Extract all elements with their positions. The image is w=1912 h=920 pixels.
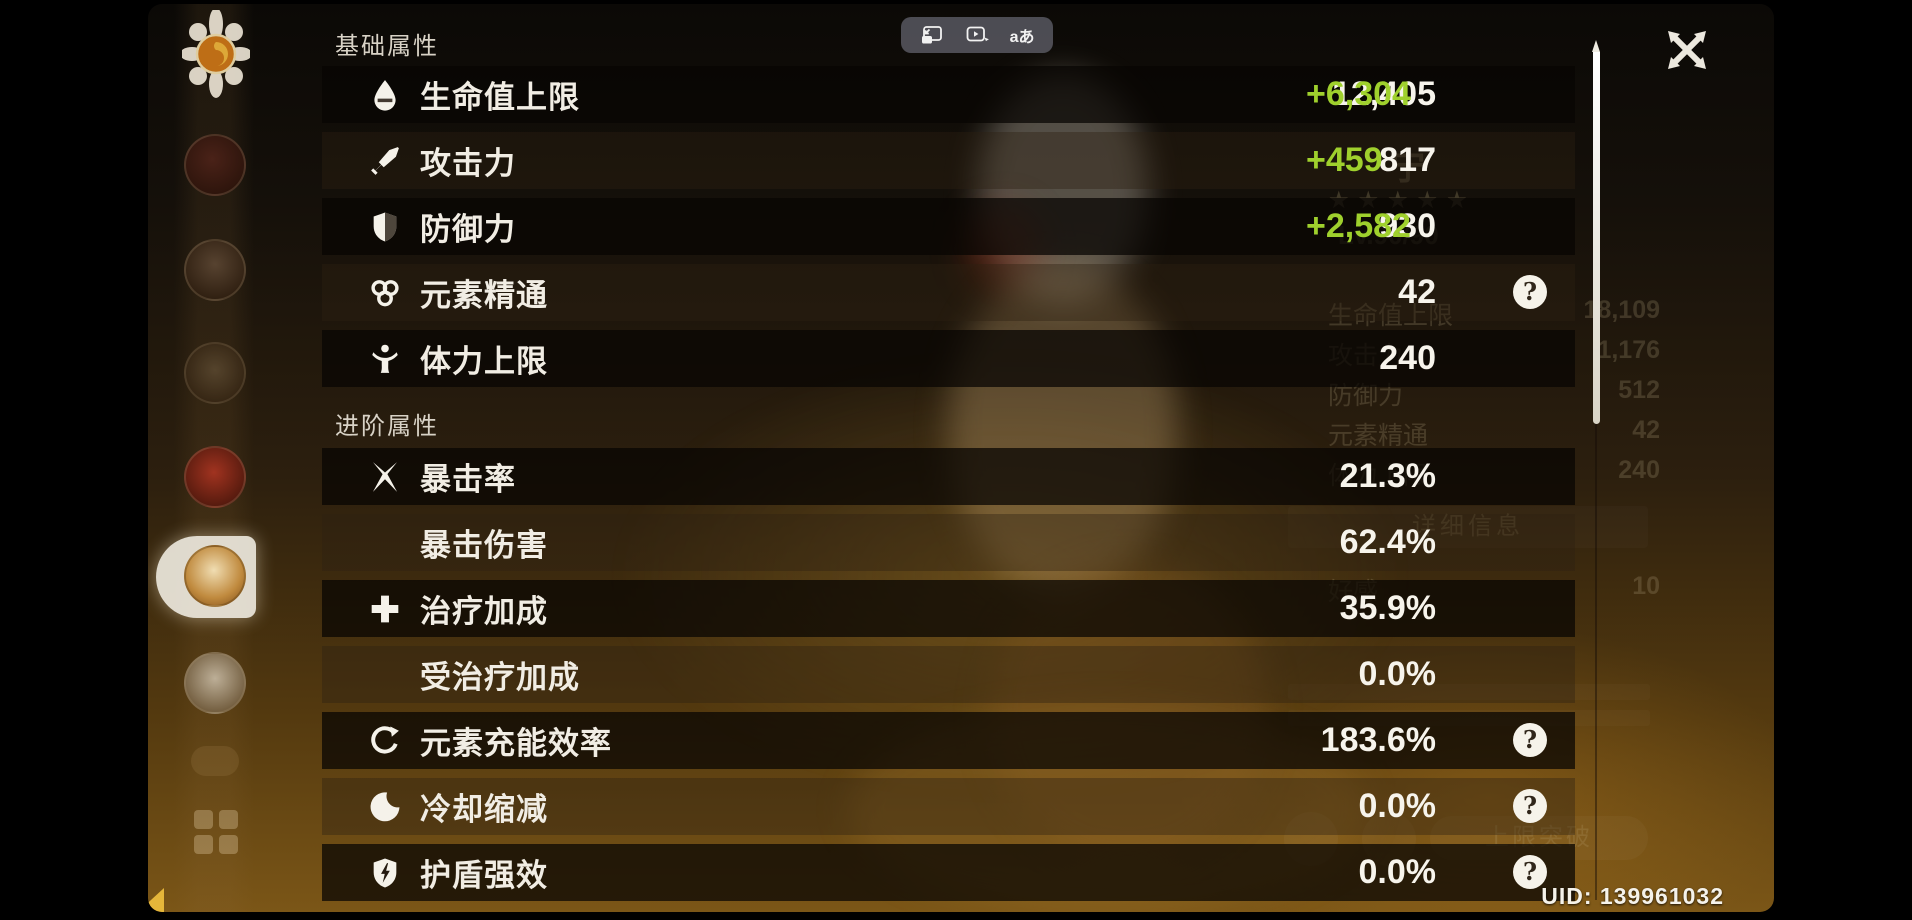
energy-recharge-icon — [368, 724, 402, 758]
stat-row-incoming-healing: 受治疗加成 0.0% — [322, 646, 1575, 703]
stat-bonus: +6,304 — [1306, 75, 1411, 113]
crit-rate-icon — [368, 460, 402, 494]
stat-row-max-stamina: 体力上限 240 — [322, 330, 1575, 387]
shield-strength-icon — [368, 856, 402, 890]
sidebar-character-avatar-2[interactable] — [184, 239, 246, 301]
party-grid-icon[interactable] — [194, 810, 238, 854]
stat-value: 183.6% — [1320, 721, 1436, 759]
stat-value: 0.0% — [1358, 853, 1437, 891]
section-title-basic: 基础属性 — [335, 33, 439, 60]
stat-row-max-hp: 生命值上限 12,405 +6,304 — [322, 66, 1575, 123]
stat-value: 0.0% — [1358, 787, 1437, 825]
stat-value: 12,405 — [1332, 75, 1436, 113]
healing-icon — [368, 592, 402, 626]
hp-icon — [368, 78, 402, 112]
stat-value: 817 — [1379, 141, 1436, 179]
stat-row-crit-rate: 暴击率 21.3% — [322, 448, 1575, 505]
bg-character-name: 宁 — [1390, 146, 1427, 187]
picture-in-picture-icon[interactable] — [920, 24, 944, 46]
sidebar-character-avatar-7[interactable] — [191, 746, 239, 776]
video-play-icon[interactable] — [965, 24, 989, 46]
bg-stat-row: 元素精通 42 — [1328, 416, 1660, 450]
stat-value: 35.9% — [1339, 589, 1436, 627]
help-icon[interactable]: ? — [1513, 789, 1547, 823]
stamina-icon — [368, 342, 402, 376]
stat-row-def: 防御力 930 +2,582 — [322, 198, 1575, 255]
stat-bonus: +459 — [1306, 141, 1383, 179]
defense-icon — [368, 210, 402, 244]
stat-value: 42 — [1398, 273, 1436, 311]
sidebar-character-avatar-4[interactable] — [184, 446, 246, 508]
stat-label: 生命值上限 — [420, 80, 580, 115]
section-title-advanced: 进阶属性 — [335, 413, 439, 440]
stat-row-shield-strength: 护盾强效 0.0% ? — [322, 844, 1575, 901]
stat-label: 暴击伤害 — [420, 528, 548, 563]
sidebar-character-avatar-1[interactable] — [184, 134, 246, 196]
scroll-up-arrow[interactable] — [1592, 40, 1600, 52]
attack-icon — [368, 144, 402, 178]
overlay-toolbar: aあ — [901, 17, 1053, 53]
sidebar-character-avatar-3[interactable] — [184, 342, 246, 404]
corner-gold-wedge — [148, 888, 164, 912]
stat-label: 护盾强效 — [420, 858, 548, 893]
party-flower-emblem[interactable] — [180, 8, 252, 98]
stat-row-cd-reduction: 冷却缩减 0.0% ? — [322, 778, 1575, 835]
stat-value: 240 — [1379, 339, 1436, 377]
uid-label: UID: 139961032 — [1541, 883, 1724, 909]
stat-label: 冷却缩减 — [420, 792, 548, 827]
sidebar-character-avatar-selected[interactable] — [184, 545, 246, 607]
stat-row-crit-dmg: 暴击伤害 62.4% — [322, 514, 1575, 571]
stat-value: 62.4% — [1339, 523, 1436, 561]
stat-bonus: +2,582 — [1306, 207, 1411, 245]
help-icon[interactable]: ? — [1513, 855, 1547, 889]
help-icon[interactable]: ? — [1513, 723, 1547, 757]
stat-row-energy-recharge: 元素充能效率 183.6% ? — [322, 712, 1575, 769]
scrollbar-track — [1595, 424, 1597, 900]
elemental-mastery-icon — [368, 276, 402, 310]
character-blur-torso — [948, 264, 1178, 594]
stat-label: 攻击力 — [420, 146, 516, 181]
scrollbar[interactable] — [1592, 40, 1600, 900]
translate-icon[interactable]: aあ — [1009, 29, 1035, 46]
stat-row-atk: 攻击力 817 +459 — [322, 132, 1575, 189]
stat-row-elemental-mastery: 元素精通 42 ? — [322, 264, 1575, 321]
close-icon[interactable] — [1663, 26, 1711, 74]
stat-label: 暴击率 — [420, 462, 516, 497]
stat-value: 21.3% — [1339, 457, 1436, 495]
scrollbar-thumb[interactable] — [1592, 52, 1600, 424]
stat-label: 防御力 — [420, 212, 516, 247]
sidebar-character-avatar-6[interactable] — [184, 652, 246, 714]
help-icon[interactable]: ? — [1513, 275, 1547, 309]
stat-label: 受治疗加成 — [420, 660, 580, 695]
stat-value: 930 — [1379, 207, 1436, 245]
stat-label: 治疗加成 — [420, 594, 548, 629]
cooldown-icon — [368, 790, 402, 824]
stat-label: 元素充能效率 — [420, 726, 612, 761]
bg-detail-info-band: 详细信息 — [1288, 506, 1648, 548]
stat-value: 0.0% — [1358, 655, 1437, 693]
stat-label: 元素精通 — [420, 278, 548, 313]
stat-label: 体力上限 — [420, 344, 548, 379]
stat-row-healing-bonus: 治疗加成 35.9% — [322, 580, 1575, 637]
